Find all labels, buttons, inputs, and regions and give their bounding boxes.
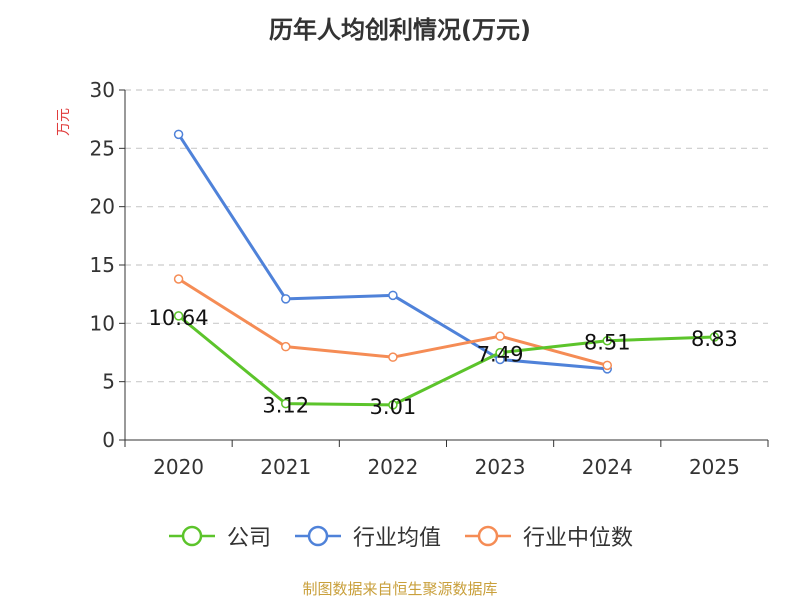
y-tick-label: 20 bbox=[90, 195, 115, 219]
series-line bbox=[177, 314, 715, 407]
legend-label: 行业中位数 bbox=[523, 526, 634, 551]
source-note: 制图数据来自恒生聚源数据库 bbox=[302, 580, 498, 598]
x-tick-label: 2023 bbox=[475, 455, 526, 479]
data-label: 8.83 bbox=[691, 327, 738, 351]
y-tick-label: 0 bbox=[102, 428, 115, 452]
y-tick-label: 5 bbox=[102, 370, 115, 394]
legend-label: 公司 bbox=[226, 526, 271, 551]
data-point bbox=[709, 332, 720, 342]
x-tick-label: 2020 bbox=[153, 455, 204, 479]
data-point bbox=[388, 352, 398, 362]
data-point bbox=[173, 129, 184, 140]
series-lines bbox=[173, 129, 720, 410]
data-point bbox=[281, 398, 291, 409]
legend: 公司 行业均值 行业中位数 bbox=[0, 520, 800, 552]
x-tick-label: 2025 bbox=[689, 455, 740, 479]
y-tick-label: 15 bbox=[90, 253, 115, 277]
data-label: 3.01 bbox=[370, 395, 417, 419]
data-label: 3.12 bbox=[262, 394, 309, 418]
legend-line-marker-icon bbox=[465, 525, 511, 547]
data-point bbox=[602, 335, 612, 346]
legend-label: 行业均值 bbox=[352, 526, 441, 551]
data-point bbox=[388, 400, 398, 410]
data-label: 7.49 bbox=[477, 343, 524, 367]
data-point bbox=[495, 347, 505, 358]
y-tick-label: 10 bbox=[90, 311, 115, 335]
data-point bbox=[173, 274, 184, 284]
data-label: 10.64 bbox=[149, 306, 209, 330]
y-tick-label: 25 bbox=[90, 136, 115, 160]
x-tick-label: 2024 bbox=[582, 455, 633, 479]
legend-item[interactable]: 行业均值 bbox=[293, 520, 441, 552]
data-point bbox=[281, 341, 291, 352]
y-tick-label: 30 bbox=[90, 78, 115, 102]
data-point bbox=[281, 294, 291, 304]
legend-item[interactable]: 行业中位数 bbox=[463, 520, 633, 552]
data-label: 8.51 bbox=[584, 331, 631, 355]
data-labels: 10.64 3.12 3.01 7.49 8.51 8.83 bbox=[149, 306, 738, 419]
grid-lines bbox=[125, 89, 768, 383]
legend-item[interactable]: 公司 bbox=[167, 520, 271, 552]
legend-line-marker-icon bbox=[294, 525, 341, 547]
data-point bbox=[495, 331, 505, 341]
data-point bbox=[602, 360, 612, 371]
legend-line-marker-icon bbox=[168, 525, 215, 547]
data-point bbox=[173, 311, 184, 321]
chart-title: 历年人均创利情况(万元) bbox=[269, 16, 531, 44]
x-tick-label: 2022 bbox=[367, 455, 418, 479]
series-line bbox=[177, 133, 608, 371]
x-tick-label: 2021 bbox=[260, 455, 311, 479]
data-point bbox=[388, 290, 398, 301]
